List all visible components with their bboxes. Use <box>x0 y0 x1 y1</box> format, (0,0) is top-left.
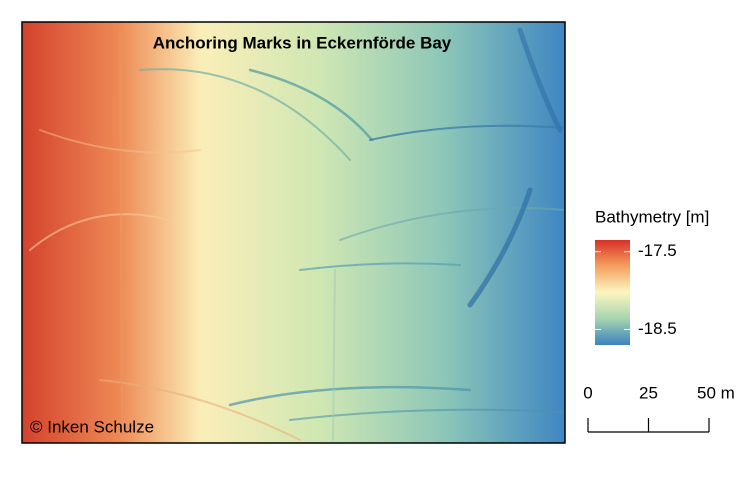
credit: © Inken Schulze <box>30 417 154 436</box>
colorbar <box>595 240 630 345</box>
scale-bar-label: 0 <box>583 383 592 402</box>
colorbar-tick-label: -18.5 <box>638 319 677 338</box>
map-title: Anchoring Marks in Eckernförde Bay <box>153 33 452 52</box>
scale-bar-label: 50 m <box>697 383 735 402</box>
map-image <box>22 22 565 443</box>
scale-bar-label: 25 <box>639 383 658 402</box>
anchor-marks <box>29 27 565 441</box>
colorbar-tick-label: -17.5 <box>638 241 677 260</box>
legend-title: Bathymetry [m] <box>595 207 709 226</box>
map-frame <box>21 21 566 444</box>
